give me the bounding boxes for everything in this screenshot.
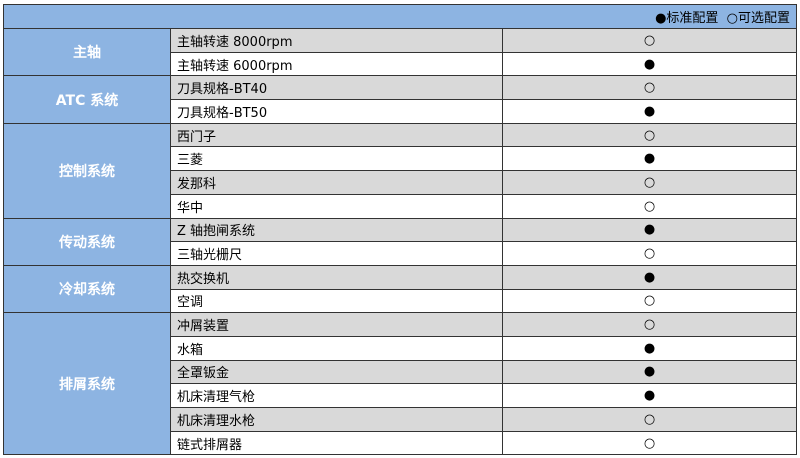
standard-mark-icon: ● xyxy=(501,335,798,361)
standard-mark-icon: ● xyxy=(501,359,798,385)
optional-mark-icon: ○ xyxy=(501,430,798,456)
standard-mark-icon: ● xyxy=(501,217,798,243)
table-row: 主轴 主轴转速 8000rpm ○ xyxy=(3,27,798,77)
item-label: Z 轴抱闸系统 xyxy=(170,217,503,243)
legend-standard: ●标准配置 xyxy=(655,11,719,26)
item-label: 热交换机 xyxy=(170,264,503,290)
standard-mark-icon: ● xyxy=(501,264,798,290)
item-label: 链式排屑器 xyxy=(170,430,503,456)
table-row: 机床清理水枪 ○ xyxy=(4,407,798,432)
item-label: 机床清理气枪 xyxy=(170,383,503,408)
group-label: ATC 系统 xyxy=(3,75,171,124)
group-label: 传动系统 xyxy=(3,217,171,266)
item-label: 冲屑装置 xyxy=(170,312,503,337)
group-label: 控制系统 xyxy=(3,122,171,219)
optional-mark-icon: ○ xyxy=(501,75,798,101)
item-label: 三菱 xyxy=(170,146,503,172)
optional-mark-icon: ○ xyxy=(501,288,798,314)
table-row: 冷却系统 热交换机 ● xyxy=(3,264,798,314)
item-label: 全罩钣金 xyxy=(170,359,503,385)
legend-optional: ○可选配置 xyxy=(726,11,791,26)
item-label: 三轴光栅尺 xyxy=(170,241,503,266)
optional-mark-icon: ○ xyxy=(501,241,798,266)
table-row: 刀具规格-BT50 ● xyxy=(4,99,798,124)
group-label: 排屑系统 xyxy=(3,312,171,456)
table-row: ATC 系统 刀具规格-BT40 ○ xyxy=(3,75,798,124)
item-label: 发那科 xyxy=(170,170,503,195)
table-row: 链式排屑器 ○ xyxy=(4,430,798,456)
header-row: ●标准配置 ○可选配置 xyxy=(2,4,798,29)
item-label: 华中 xyxy=(170,193,503,219)
item-label: 主轴转速 8000rpm xyxy=(170,28,503,53)
table-row: 水箱 ● xyxy=(4,335,798,361)
table-row: 三轴光栅尺 ○ xyxy=(4,241,798,266)
item-label: 空调 xyxy=(170,288,503,314)
optional-mark-icon: ○ xyxy=(501,122,798,148)
table-row: 机床清理气枪 ● xyxy=(4,383,798,408)
legend: ●标准配置 ○可选配置 xyxy=(2,4,798,29)
table-row: 华中 ○ xyxy=(4,193,798,219)
table-row: 控制系统 西门子 ○ xyxy=(3,122,798,219)
optional-mark-icon: ○ xyxy=(501,407,798,432)
table-row: 发那科 ○ xyxy=(4,170,798,195)
group-label: 主轴 xyxy=(3,27,171,77)
optional-mark-icon: ○ xyxy=(501,170,798,195)
item-label: 水箱 xyxy=(170,335,503,361)
table-row: 全罩钣金 ● xyxy=(4,359,798,385)
item-label: 刀具规格-BT40 xyxy=(170,75,503,101)
standard-mark-icon: ● xyxy=(501,51,798,77)
optional-mark-icon: ○ xyxy=(501,193,798,219)
table-row: 主轴转速 6000rpm ● xyxy=(4,51,798,77)
config-table: ●标准配置 ○可选配置 主轴 主轴转速 8000rpm ○ 主轴转速 6000rpm ●… xyxy=(2,4,798,456)
item-label: 机床清理水枪 xyxy=(170,407,503,432)
standard-mark-icon: ● xyxy=(501,383,798,408)
standard-mark-icon: ● xyxy=(501,146,798,172)
item-label: 刀具规格-BT50 xyxy=(170,99,503,124)
item-label: 主轴转速 6000rpm xyxy=(170,51,503,77)
item-label: 西门子 xyxy=(170,122,503,148)
optional-mark-icon: ○ xyxy=(501,312,798,337)
table-row: 传动系统 Z 轴抱闸系统 ● xyxy=(3,217,798,266)
optional-mark-icon: ○ xyxy=(501,28,798,53)
group-label: 冷却系统 xyxy=(3,264,171,314)
table-row: 排屑系统 冲屑装置 ○ xyxy=(3,312,798,456)
table-row: 空调 ○ xyxy=(4,288,798,314)
standard-mark-icon: ● xyxy=(501,99,798,124)
